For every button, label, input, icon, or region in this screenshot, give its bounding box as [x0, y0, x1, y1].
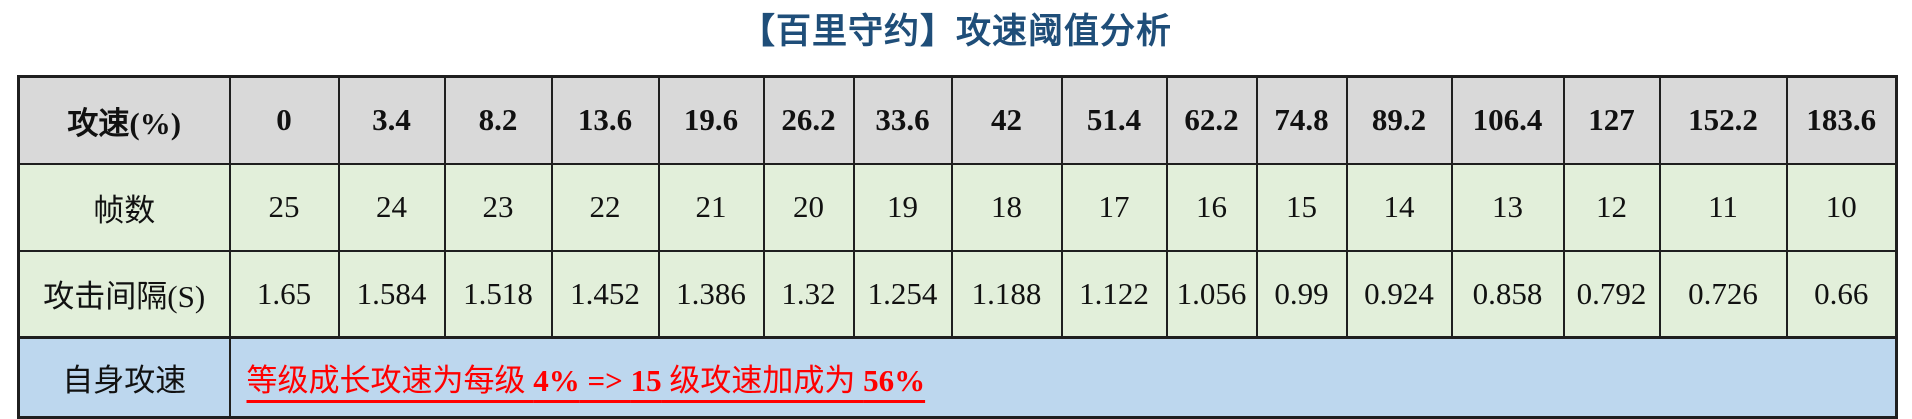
table-cell: 127: [1562, 75, 1661, 165]
note-segment: 56%: [863, 363, 926, 398]
table-row: 攻击间隔(S) 1.65 1.584 1.518 1.452 1.386 1.32 1.254…: [17, 249, 1898, 339]
table-cell: 62.2: [1165, 75, 1258, 165]
table-cell: 74.8: [1255, 75, 1348, 165]
table-cell: 3.4: [337, 75, 446, 165]
attack-speed-threshold-table: 攻速(%) 0 3.4 8.2 13.6 19.6 26.2 33.6 42 51.4 62.2 74…: [17, 75, 1898, 419]
page-title: 【百里守约】攻速阈值分析: [739, 12, 1172, 51]
table-cell: 1.188: [950, 249, 1063, 339]
table-cell: 13: [1450, 162, 1565, 252]
table-row: 攻速(%) 0 3.4 8.2 13.6 19.6 26.2 33.6 42 51.4 62.2 74…: [17, 75, 1898, 165]
row-label: 攻击间隔(S): [17, 249, 231, 339]
table-cell: 0: [228, 75, 340, 165]
table-cell: 0.924: [1345, 249, 1453, 339]
table-cell: 10: [1785, 162, 1898, 252]
table-cell: 33.6: [852, 75, 953, 165]
self-attack-speed-note: 等级成长攻速为每级 4% => 15 级攻速加成为 56%: [247, 363, 926, 398]
table-cell: 25: [228, 162, 340, 252]
table-cell: 20: [762, 162, 855, 252]
table-cell: 0.858: [1450, 249, 1565, 339]
table-cell: 183.6: [1785, 75, 1898, 165]
table-cell: 51.4: [1060, 75, 1168, 165]
table-cell: 42: [950, 75, 1063, 165]
table-cell: 89.2: [1345, 75, 1453, 165]
table-cell: 22: [550, 162, 660, 252]
table-row: 帧数 25 24 23 22 21 20 19 18 17 16 15 14 13 12 11 10: [17, 162, 1898, 252]
table-cell: 0.66: [1785, 249, 1898, 339]
table-cell: 12: [1562, 162, 1661, 252]
table-cell: 23: [443, 162, 553, 252]
table-cell: 15: [1255, 162, 1348, 252]
table-cell: 1.32: [762, 249, 855, 339]
table-cell: 106.4: [1450, 75, 1565, 165]
table-cell: 8.2: [443, 75, 553, 165]
table-cell: 1.254: [852, 249, 953, 339]
table-cell: 24: [337, 162, 446, 252]
row-label: 攻速(%): [17, 75, 231, 165]
table-cell: 1.386: [657, 249, 765, 339]
table-cell: 26.2: [762, 75, 855, 165]
table-cell: 13.6: [550, 75, 660, 165]
table-cell: 1.65: [228, 249, 340, 339]
table-cell: 1.518: [443, 249, 553, 339]
note-segment: 等级成长攻速为每级: [246, 363, 534, 398]
attack-speed-analysis-page: 【百里守约】攻速阈值分析 攻速(%) 0 3.4 8.2 13.6 19.6 26.2 33.…: [0, 10, 1912, 419]
table-cell: 1.122: [1060, 249, 1168, 339]
table-cell: 19: [852, 162, 953, 252]
table-cell: 1.584: [337, 249, 446, 339]
table-cell: 1.056: [1165, 249, 1258, 339]
table-cell: 152.2: [1658, 75, 1788, 165]
table-cell: 21: [657, 162, 765, 252]
table-cell: 1.452: [550, 249, 660, 339]
table-cell: 11: [1658, 162, 1788, 252]
table-cell: 19.6: [657, 75, 765, 165]
table-cell: 16: [1165, 162, 1258, 252]
note-segment: 级攻速加成为: [661, 363, 864, 398]
table-cell: 18: [950, 162, 1063, 252]
table-cell: 0.99: [1255, 249, 1348, 339]
table-cell: 0.726: [1658, 249, 1788, 339]
note-segment: 4%: [533, 363, 580, 398]
note-segment: =>: [579, 363, 631, 398]
table-cell: 14: [1345, 162, 1453, 252]
note-segment: 15: [630, 363, 662, 398]
footer-row: 自身攻速 等级成长攻速为每级 4% => 15 级攻速加成为 56%: [17, 336, 1898, 419]
row-label: 帧数: [17, 162, 231, 252]
table-cell: 0.792: [1562, 249, 1661, 339]
footer-note-cell: 等级成长攻速为每级 4% => 15 级攻速加成为 56%: [228, 336, 1898, 419]
table-cell: 17: [1060, 162, 1168, 252]
row-label: 自身攻速: [17, 336, 231, 419]
